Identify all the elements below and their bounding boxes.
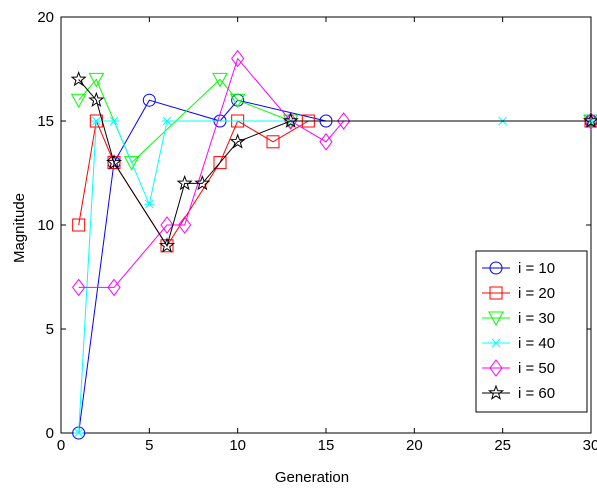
legend-swatch-marker	[489, 359, 503, 377]
series-i-60-point	[176, 174, 193, 191]
x-tick-label: 25	[494, 437, 511, 454]
y-tick-label: 10	[37, 217, 54, 234]
legend-item: i = 30	[482, 310, 555, 327]
x-tick-label: 20	[406, 437, 423, 454]
series-i-60-point	[105, 154, 123, 170]
x-tick-label: 10	[229, 437, 246, 454]
series-i-60-point	[282, 112, 299, 128]
legend-swatch-marker	[491, 338, 501, 348]
series-i-40-point	[144, 199, 155, 209]
series-i-30-point	[229, 93, 246, 109]
y-tick-label: 20	[37, 9, 54, 26]
series-i-60-point	[88, 91, 105, 108]
series-i-20-point	[266, 135, 280, 149]
legend-label: i = 10	[518, 260, 555, 277]
series-i-50	[72, 49, 597, 297]
legend-item: i = 20	[482, 285, 555, 302]
series-i-50-point	[160, 216, 174, 234]
series-i-50-point	[231, 49, 245, 68]
legend-label: i = 40	[518, 335, 555, 352]
series-layer	[70, 49, 597, 440]
series-i-60-point	[582, 112, 597, 128]
series-i-30-point	[123, 156, 140, 171]
legend-label: i = 50	[518, 360, 555, 377]
series-i-50-point	[107, 278, 121, 297]
x-tick-label: 30	[583, 437, 597, 454]
y-tick-label: 5	[46, 321, 54, 338]
legend-swatch-marker	[488, 311, 504, 327]
series-i-60-point	[70, 70, 87, 87]
legend-item: i = 40	[482, 335, 555, 352]
y-tick-label: 15	[37, 113, 54, 130]
legend-item: i = 10	[482, 260, 555, 277]
series-i-60-point	[229, 133, 246, 149]
legend-label: i = 60	[518, 385, 555, 402]
series-i-60-line	[78, 79, 591, 248]
y-axis-label: Magnitude	[11, 193, 28, 263]
series-i-30-point	[70, 93, 87, 109]
x-tick-label: 15	[318, 437, 335, 454]
y-tick-label: 0	[46, 425, 54, 442]
legend-swatch-marker	[489, 261, 503, 275]
series-i-50-point	[319, 132, 333, 151]
series-i-10-point	[142, 93, 156, 107]
series-i-40-point	[73, 428, 84, 438]
x-axis-label: Generation	[275, 469, 349, 486]
x-tick-label: 0	[57, 437, 65, 454]
series-i-40-point	[162, 116, 172, 126]
legend-label: i = 30	[518, 310, 555, 327]
series-i-60	[70, 70, 597, 253]
series-i-50-point	[178, 216, 192, 234]
series-i-50-line	[78, 57, 591, 288]
legend-item: i = 50	[482, 359, 555, 377]
legend-item: i = 60	[482, 384, 555, 402]
series-i-20-point	[72, 218, 86, 232]
series-i-20-point	[213, 156, 227, 170]
series-i-40-point	[109, 116, 119, 126]
series-i-50-point	[72, 278, 86, 297]
series-i-60-point	[194, 174, 211, 191]
series-i-40-point	[91, 116, 102, 126]
series-i-30-point	[212, 72, 228, 88]
legend-label: i = 20	[518, 285, 555, 302]
legend-box	[475, 250, 588, 413]
series-i-50-point	[337, 112, 351, 130]
x-tick-label: 5	[145, 437, 153, 454]
legend-swatch-marker	[489, 286, 503, 300]
legend: i = 10 i = 20 i = 30 i = 40 i = 50 i = 60	[475, 250, 588, 413]
tick-layer: 0 5 10 15 20 25 30 0 5 10 15 20	[37, 9, 597, 454]
legend-swatch-marker	[487, 384, 505, 400]
series-i-60-point	[158, 237, 176, 253]
series-i-30-point	[88, 72, 105, 88]
